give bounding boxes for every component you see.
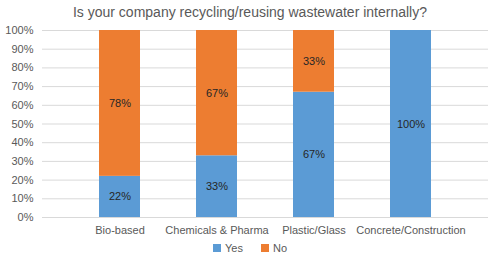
- svg-text:40%: 40%: [11, 136, 33, 148]
- svg-text:100%: 100%: [5, 24, 33, 36]
- svg-text:22%: 22%: [109, 190, 131, 202]
- html-text:No: No: [272, 242, 287, 254]
- svg-text:33%: 33%: [206, 180, 228, 192]
- svg-text:Bio-based: Bio-based: [95, 224, 145, 236]
- svg-text:60%: 60%: [11, 99, 33, 111]
- svg-text:70%: 70%: [11, 80, 33, 92]
- svg-text:Plastic/Glass: Plastic/Glass: [282, 224, 346, 236]
- svg-text:80%: 80%: [11, 61, 33, 73]
- svg-text:10%: 10%: [11, 192, 33, 204]
- svg-text:Chemicals & Pharma: Chemicals & Pharma: [165, 224, 269, 236]
- svg-text:67%: 67%: [206, 87, 228, 99]
- svg-text:67%: 67%: [303, 148, 325, 160]
- svg-text:100%: 100%: [397, 118, 425, 130]
- html-text:Is your company recycling/reus: Is your company recycling/reusing wastew…: [73, 4, 427, 20]
- svg-text:78%: 78%: [109, 97, 131, 109]
- svg-text:Concrete/Construction: Concrete/Construction: [356, 224, 465, 236]
- svg-text:0%: 0%: [18, 211, 34, 223]
- svg-text:30%: 30%: [11, 155, 33, 167]
- svg-text:50%: 50%: [11, 118, 33, 130]
- html-text:Yes: Yes: [225, 242, 243, 254]
- svg-text:90%: 90%: [11, 43, 33, 55]
- svg-text:33%: 33%: [303, 55, 325, 67]
- svg-text:20%: 20%: [11, 174, 33, 186]
